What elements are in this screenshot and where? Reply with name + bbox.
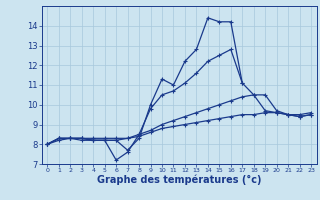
X-axis label: Graphe des températures (°c): Graphe des températures (°c): [97, 175, 261, 185]
